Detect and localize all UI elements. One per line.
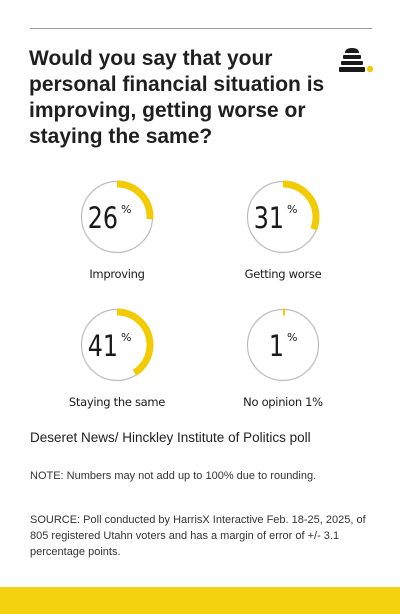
bottom-accent-bar (0, 587, 400, 614)
donut-value-arc (80, 308, 154, 382)
donut-label: Improving (89, 267, 145, 281)
beehive-icon (339, 48, 374, 73)
donut-getting-worse: 31% Getting worse (208, 177, 358, 292)
donut-value-label: 31 (254, 202, 284, 236)
donut-staying-same: 41% Staying the same (42, 305, 192, 420)
poll-credit: Deseret News/ Hinckley Institute of Poli… (30, 430, 311, 445)
top-divider (30, 28, 372, 29)
donut-value-label: 26 (88, 202, 118, 236)
donut-percent-sign: % (287, 203, 297, 216)
donut-value-arc (246, 308, 320, 382)
chart-title: Would you say that your personal financi… (29, 47, 325, 148)
donut-percent-sign: % (287, 331, 297, 344)
donut-no-opinion: 1% No opinion 1% (208, 305, 358, 420)
donut-value-label: 1 (269, 330, 284, 364)
donut-label: Getting worse (244, 267, 322, 281)
donut-value-label: 41 (88, 330, 118, 364)
donut-label: Staying the same (68, 395, 166, 409)
source-note: SOURCE: Poll conducted by HarrisX Intera… (30, 514, 366, 558)
donut-percent-sign: % (121, 203, 131, 216)
donut-value-arc (246, 180, 320, 254)
donut-value-arc (80, 180, 154, 254)
rounding-note: NOTE: Numbers may not add up to 100% due… (30, 470, 317, 482)
donut-label: No opinion 1% (243, 395, 323, 409)
donut-chart-grid: 26% Improving 31% Getting worse 41% Stay… (0, 175, 400, 410)
donut-improving: 26% Improving (42, 177, 192, 292)
donut-percent-sign: % (121, 331, 131, 344)
